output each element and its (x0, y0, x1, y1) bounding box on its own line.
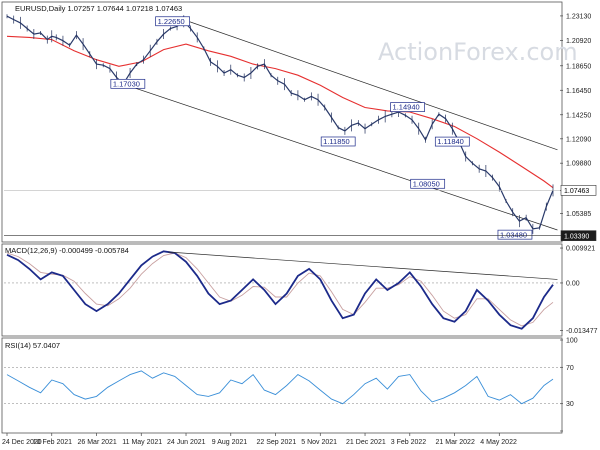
macd-ytick-label: 0.00 (566, 280, 580, 287)
rsi-ytick-label: 30 (566, 401, 574, 408)
rsi-ytick-label: 70 (566, 365, 574, 372)
xtick-label: 10 Feb 2021 (33, 439, 72, 446)
watermark-text: ActionForex.com (378, 38, 578, 66)
rsi-ytick-label: 100 (566, 338, 578, 345)
price-annotation-label: 1.17030 (113, 79, 140, 88)
price-ytick-label: 1.16450 (566, 88, 591, 95)
macd-pane-title: MACD(12,26,9) -0.000499 -0.005784 (5, 246, 129, 255)
xtick-label: 21 Mar 2022 (436, 439, 475, 446)
price-tag-label: 1.07463 (564, 188, 589, 195)
macd-signal-line (6, 252, 554, 327)
price-ytick-label: 1.12090 (566, 136, 591, 143)
price-annotation-label: 1.14940 (393, 103, 420, 112)
xtick-label: 3 Feb 2022 (391, 439, 427, 446)
xtick-label: 24 Jun 2021 (167, 439, 206, 446)
xtick-label: 5 Nov 2021 (301, 439, 337, 446)
price-tag-box (560, 185, 597, 196)
price-annotation-label: 1.11840 (437, 137, 464, 146)
rsi-pane-title: RSI(14) 57.0407 (5, 341, 60, 350)
xtick-label: 9 Aug 2021 (212, 439, 248, 446)
rsi-line (6, 370, 554, 405)
price-tag-label: 1.03390 (564, 233, 589, 240)
price-annotation-box (497, 229, 533, 240)
price-annotation-box (320, 136, 356, 147)
macd-ytick-label: 0.009921 (566, 246, 595, 253)
price-trendline (123, 83, 558, 231)
price-tag-box (560, 230, 597, 241)
price-annotation-box (390, 102, 425, 112)
price-ytick-label: 1.20920 (566, 38, 591, 45)
macd-ytick-label: -0.013477 (566, 328, 598, 335)
price-pane-title: EURUSD,Daily 1.07257 1.07644 1.07218 1.0… (15, 4, 182, 13)
price-ytick-label: 1.23130 (566, 13, 591, 20)
xtick-label: 4 May 2022 (480, 439, 517, 446)
xtick-label: 26 Mar 2021 (78, 439, 117, 446)
price-annotation-label: 1.08050 (413, 179, 440, 188)
price-trendline (176, 17, 558, 151)
price-ytick-label: 1.14250 (566, 112, 591, 119)
macd-line (6, 250, 554, 330)
price-annotation-box (155, 16, 190, 27)
macd-trendline (168, 251, 558, 280)
xtick-label: 22 Sep 2021 (257, 439, 297, 446)
xtick-label: 11 May 2021 (122, 439, 162, 446)
price-ytick-label: 1.09880 (566, 161, 591, 168)
xtick-label: 21 Dec 2021 (346, 439, 386, 446)
macd-pane-frame (1, 243, 563, 337)
rsi-pane-frame (1, 337, 563, 434)
price-annotation-box (110, 78, 146, 89)
price-ma-line (6, 35, 554, 189)
price-annotation-box (410, 178, 446, 189)
price-annotation-label: 1.11850 (323, 137, 350, 146)
price-annotation-label: 1.03480 (500, 230, 527, 239)
price-annotation-box (434, 136, 470, 147)
price-pane-frame (1, 1, 563, 243)
price-annotation-label: 1.22650 (158, 17, 185, 26)
price-ytick-label: 1.18650 (566, 63, 591, 70)
xtick-label: 24 Dec 2020 (2, 439, 42, 446)
price-ytick-label: 1.05385 (566, 211, 591, 218)
